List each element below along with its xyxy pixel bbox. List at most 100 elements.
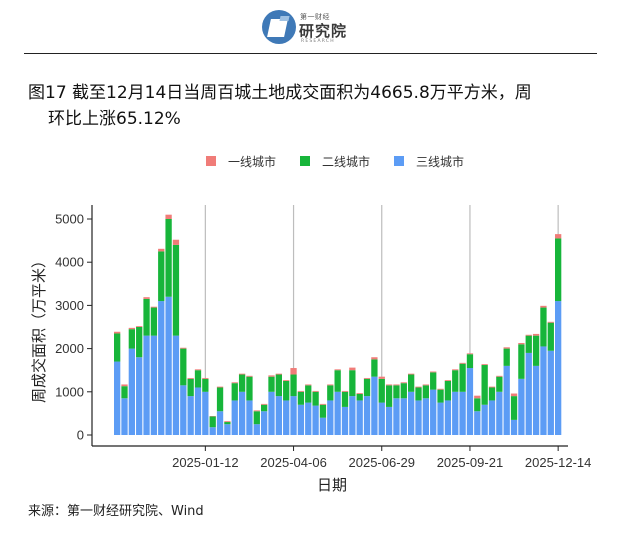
- bar-segment: [532, 333, 540, 336]
- logo-emblem-icon: [262, 10, 296, 44]
- bar-segment: [202, 378, 209, 392]
- bar-segment: [334, 391, 341, 435]
- bar-segment: [408, 374, 415, 392]
- bar-segment: [452, 391, 459, 435]
- bar-stack: [363, 377, 371, 435]
- bar-segment: [518, 344, 525, 379]
- logo-name-text: 研究院: [299, 22, 348, 40]
- bar-segment: [503, 348, 510, 366]
- bar-segment: [283, 380, 290, 381]
- bar-segment: [253, 411, 260, 425]
- bar-segment: [341, 406, 349, 435]
- bar-segment: [422, 384, 429, 386]
- chart-legend: 一线城市 二线城市 三线城市: [206, 154, 464, 169]
- bar-segment: [356, 400, 363, 435]
- bar-segment: [172, 244, 180, 336]
- bar-stack: [540, 305, 547, 435]
- bar-segment: [488, 387, 496, 401]
- bar-segment: [510, 396, 518, 420]
- bar-stack: [356, 393, 363, 435]
- bar-stack: [275, 373, 282, 435]
- bar-segment: [503, 365, 510, 435]
- bar-segment: [547, 321, 554, 323]
- legend-label: 三线城市: [416, 154, 464, 169]
- bar-stack: [261, 403, 268, 435]
- bar-stack: [327, 384, 334, 435]
- bar-segment: [114, 361, 121, 435]
- bar-stack: [283, 380, 290, 435]
- bar-segment: [305, 385, 312, 403]
- x-tick-label: 2025-06-29: [349, 455, 416, 470]
- bar-segment: [444, 380, 452, 381]
- bar-segment: [283, 381, 290, 401]
- bar-stack: [503, 347, 510, 435]
- bar-segment: [444, 381, 452, 401]
- bar-segment: [158, 301, 165, 435]
- bar-stack: [378, 376, 385, 435]
- bar-segment: [319, 403, 327, 405]
- bar-segment: [150, 306, 158, 308]
- bar-stack: [510, 393, 518, 435]
- bar-segment: [150, 307, 158, 336]
- bar-segment: [261, 403, 268, 405]
- bar-segment: [209, 427, 216, 435]
- y-tick-label: 3000: [55, 298, 84, 313]
- bar-segment: [452, 370, 459, 392]
- chart-axes: 0 1000 2000 3000 4000 5000 2025-01-12 2025-04-0…: [55, 205, 591, 470]
- y-axis-title: 周成交面积（万平米）: [30, 253, 48, 403]
- bar-segment: [393, 385, 400, 399]
- x-tick-label: 2025-01-12: [172, 455, 239, 470]
- bar-segment: [327, 384, 334, 386]
- bar-stack: [488, 386, 496, 435]
- bar-segment: [231, 400, 238, 435]
- bar-stack: [114, 331, 121, 435]
- bar-segment: [261, 404, 268, 412]
- bar-segment: [319, 417, 327, 435]
- bar-segment: [555, 238, 562, 302]
- header-divider: [24, 53, 597, 54]
- bar-segment: [341, 390, 349, 392]
- bar-stack: [371, 357, 378, 435]
- bar-segment: [327, 385, 334, 401]
- bar-segment: [143, 335, 150, 435]
- bar-segment: [525, 335, 532, 353]
- bar-segment: [136, 327, 143, 358]
- bar-segment: [481, 365, 488, 405]
- bar-segment: [312, 405, 319, 435]
- bar-stack: [216, 386, 224, 435]
- bar-segment: [459, 391, 466, 435]
- bar-stack: [165, 214, 172, 435]
- bar-segment: [180, 347, 187, 349]
- bar-segment: [378, 402, 385, 435]
- bar-segment: [121, 386, 128, 399]
- bar-segment: [121, 398, 128, 435]
- chart-bars: [114, 214, 562, 435]
- bar-segment: [305, 384, 312, 386]
- logo-top-text: 第一财经: [300, 13, 330, 21]
- x-tick-label: 2025-04-06: [260, 455, 327, 470]
- bar-segment: [532, 335, 540, 366]
- x-tick-label: 2025-09-21: [437, 455, 504, 470]
- bar-segment: [363, 396, 371, 435]
- bar-stack: [415, 386, 422, 435]
- bar-segment: [385, 385, 393, 407]
- bar-segment: [143, 298, 150, 336]
- bar-stack: [238, 373, 246, 435]
- bar-segment: [474, 398, 481, 412]
- bar-segment: [238, 374, 246, 392]
- bar-stack: [452, 369, 459, 435]
- bar-segment: [459, 363, 466, 392]
- bar-segment: [540, 346, 547, 435]
- figure-title: 图17 截至12月14日当周百城土地成交面积为4665.8万平方米，周 环比上涨…: [28, 80, 598, 132]
- bar-segment: [143, 297, 150, 299]
- bar-segment: [202, 391, 209, 435]
- bar-stack: [437, 388, 444, 435]
- bar-segment: [158, 248, 165, 252]
- bar-stack: [194, 369, 202, 435]
- bar-segment: [253, 424, 260, 435]
- bar-stack: [158, 248, 165, 435]
- bar-stack: [246, 375, 253, 435]
- bar-segment: [246, 376, 253, 401]
- bar-segment: [363, 377, 371, 379]
- bar-stack: [128, 327, 135, 435]
